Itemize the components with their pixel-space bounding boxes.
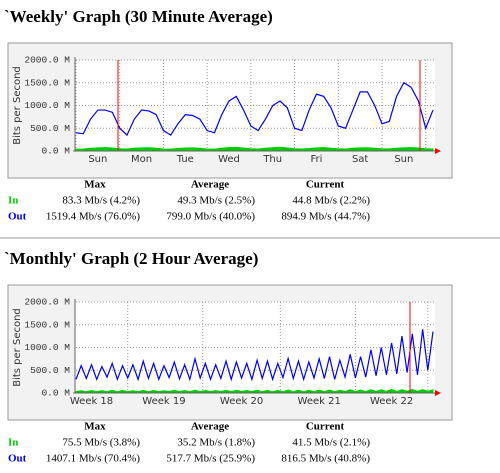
stats-cell: 44.8 Mb/s (2.2%) xyxy=(292,195,370,207)
stats-cell: 83.3 Mb/s (4.2%) xyxy=(62,195,140,207)
y-tick-label: 0.0 M xyxy=(41,146,70,157)
axis-arrow xyxy=(435,148,441,154)
x-tick-label: Sun xyxy=(394,154,413,165)
stats-row-label: Out xyxy=(8,211,27,223)
x-tick-label: Mon xyxy=(131,154,152,165)
stats-cell: 799.0 Mb/s (40.0%) xyxy=(166,211,255,223)
x-tick-label: Week 19 xyxy=(142,396,185,407)
stats-header: Current xyxy=(306,421,345,433)
x-tick-label: Week 20 xyxy=(220,396,263,407)
stats-header: Average xyxy=(191,179,229,191)
axis-arrow xyxy=(435,390,441,396)
stats-cell: 517.7 Mb/s (25.9%) xyxy=(166,453,255,465)
y-axis-label: Bits per Second xyxy=(12,66,23,145)
stats-row-label: Out xyxy=(8,453,27,465)
y-tick-label: 1000.0 M xyxy=(24,100,70,111)
stats-cell: 1407.1 Mb/s (70.4%) xyxy=(46,453,140,465)
chart-title: `Monthly' Graph (2 Hour Average) xyxy=(4,249,258,268)
line-out xyxy=(75,329,434,382)
line-out xyxy=(75,81,434,137)
y-tick-label: 500.0 M xyxy=(30,123,70,134)
stats-cell: 41.5 Mb/s (2.1%) xyxy=(292,437,370,449)
x-tick-label: Thu xyxy=(262,154,282,165)
plot-area xyxy=(75,302,435,393)
y-tick-label: 1000.0 M xyxy=(24,342,70,353)
stats-header: Max xyxy=(84,421,106,433)
stats-cell: 1519.4 Mb/s (76.0%) xyxy=(46,211,140,223)
y-tick-label: 1500.0 M xyxy=(24,77,70,88)
y-tick-label: 2000.0 M xyxy=(24,55,70,66)
area-in xyxy=(75,146,434,152)
x-tick-label: Week 21 xyxy=(298,396,341,407)
stats-cell: 816.5 Mb/s (40.8%) xyxy=(281,453,370,465)
y-tick-label: 1500.0 M xyxy=(24,319,70,330)
x-tick-label: Wed xyxy=(218,154,240,165)
stats-cell: 75.5 Mb/s (3.8%) xyxy=(62,437,140,449)
chart-title: `Weekly' Graph (30 Minute Average) xyxy=(4,7,273,26)
x-tick-label: Tue xyxy=(176,154,194,165)
y-tick-label: 500.0 M xyxy=(30,365,70,376)
stats-row-label: In xyxy=(8,437,18,449)
y-tick-label: 2000.0 M xyxy=(24,297,70,308)
stats-header: Current xyxy=(306,179,345,191)
x-tick-label: Week 18 xyxy=(70,396,113,407)
y-axis-label: Bits per Second xyxy=(12,308,23,387)
x-tick-label: Sun xyxy=(88,154,107,165)
stats-row-label: In xyxy=(8,195,18,207)
area-in xyxy=(75,389,434,394)
x-tick-label: Week 22 xyxy=(370,396,413,407)
y-tick-label: 0.0 M xyxy=(41,388,70,399)
stats-cell: 894.9 Mb/s (44.7%) xyxy=(281,211,370,223)
x-tick-label: Sat xyxy=(352,154,368,165)
stats-header: Average xyxy=(191,421,229,433)
stats-cell: 35.2 Mb/s (1.8%) xyxy=(177,437,255,449)
stats-header: Max xyxy=(84,179,106,191)
plot-area xyxy=(75,60,435,151)
stats-cell: 49.3 Mb/s (2.5%) xyxy=(177,195,255,207)
x-tick-label: Fri xyxy=(310,154,322,165)
